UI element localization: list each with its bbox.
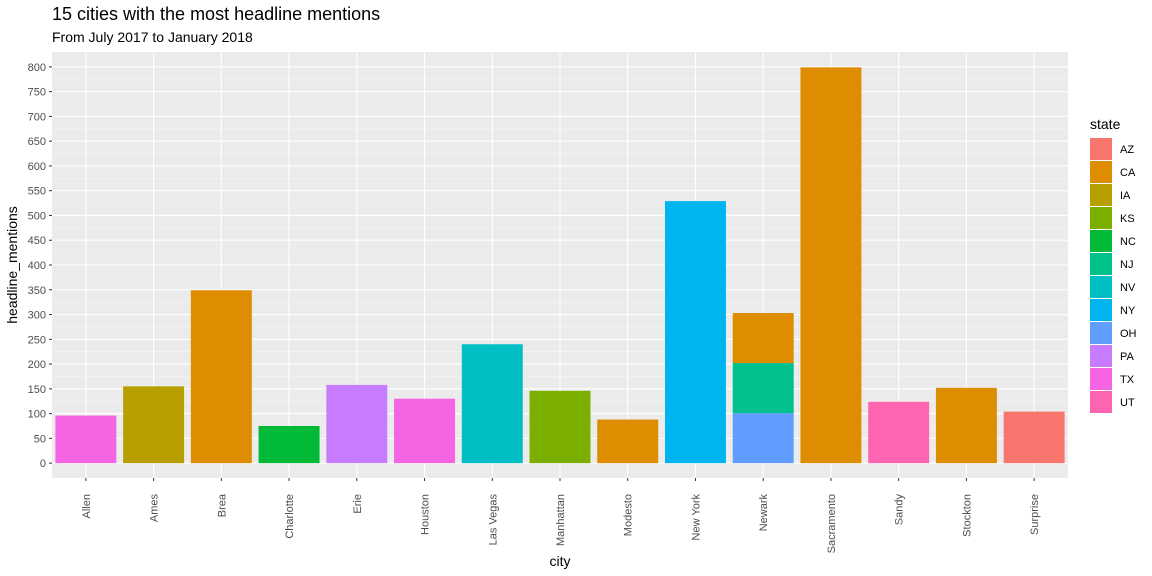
legend-label-ut: UT xyxy=(1120,397,1135,409)
chart-subtitle: From July 2017 to January 2018 xyxy=(52,29,253,45)
y-tick-label: 450 xyxy=(28,235,46,247)
legend-key-pa xyxy=(1090,345,1112,367)
legend-label-az: AZ xyxy=(1120,144,1134,156)
y-tick-label: 650 xyxy=(28,136,46,148)
legend-label-ca: CA xyxy=(1120,167,1136,179)
y-tick-label: 250 xyxy=(28,334,46,346)
y-tick-label: 50 xyxy=(34,433,46,445)
y-tick-label: 550 xyxy=(28,186,46,198)
y-axis-title: headline_mentions xyxy=(4,206,20,324)
bar-surprise-az xyxy=(1003,411,1065,464)
bar-newark-ca xyxy=(732,313,794,364)
bar-manhattan-ks xyxy=(529,390,591,464)
legend-title: state xyxy=(1090,116,1121,132)
x-tick-label-brea: Brea xyxy=(216,493,228,517)
x-tick-label-newark: Newark xyxy=(758,494,770,532)
legend-label-nj: NJ xyxy=(1120,259,1133,271)
legend-label-nv: NV xyxy=(1120,282,1136,294)
chart-title: 15 cities with the most headline mention… xyxy=(52,4,380,24)
x-tick-label-stockton: Stockton xyxy=(961,494,973,537)
x-tick-label-sandy: Sandy xyxy=(894,494,906,526)
x-tick-label-erie: Erie xyxy=(352,494,364,514)
y-tick-label: 100 xyxy=(28,409,46,421)
x-tick-label-sacramento: Sacramento xyxy=(826,494,838,553)
legend-label-nc: NC xyxy=(1120,236,1136,248)
legend-key-ia xyxy=(1090,184,1112,206)
y-tick-label: 350 xyxy=(28,285,46,297)
bar-modesto-ca xyxy=(597,419,659,464)
bar-allen-tx xyxy=(55,415,117,464)
bars xyxy=(55,67,1065,464)
legend-key-az xyxy=(1090,138,1112,160)
x-tick-label-modesto: Modesto xyxy=(623,494,635,536)
legend-label-pa: PA xyxy=(1120,351,1135,363)
bar-las-vegas-nv xyxy=(461,344,523,464)
legend-label-ks: KS xyxy=(1120,213,1135,225)
y-tick-label: 700 xyxy=(28,111,46,123)
y-axis: 0 50 100 150 200 250 300 350 400 450 500 550 600 650 7… xyxy=(28,62,52,470)
bar-stockton-ca xyxy=(935,387,997,464)
legend-key-oh xyxy=(1090,322,1112,344)
legend-label-ny: NY xyxy=(1120,305,1136,317)
bar-erie-pa xyxy=(326,384,388,464)
legend-key-ca xyxy=(1090,161,1112,183)
y-tick-label: 300 xyxy=(28,310,46,322)
y-tick-label: 0 xyxy=(40,458,46,470)
x-tick-label-surprise: Surprise xyxy=(1029,494,1041,535)
bar-new-york-ny xyxy=(664,201,726,464)
legend-key-nj xyxy=(1090,253,1112,275)
legend-label-ia: IA xyxy=(1120,190,1131,202)
bar-newark-oh xyxy=(732,413,794,464)
y-tick-label: 750 xyxy=(28,87,46,99)
bar-sacramento-ca xyxy=(800,67,862,464)
bar-sandy-ut xyxy=(868,401,930,464)
legend-label-tx: TX xyxy=(1120,374,1135,386)
x-axis: Allen Ames Brea Charlotte Erie Houston Las Veg… xyxy=(81,478,1041,553)
legend-key-ny xyxy=(1090,299,1112,321)
x-tick-label-allen: Allen xyxy=(81,494,93,518)
bar-charlotte-nc xyxy=(258,425,320,464)
legend: state AZ CA IA KS NC NJ NV NY OH PA TX UT xyxy=(1090,116,1137,413)
bar-houston-tx xyxy=(394,398,456,464)
bar-brea-ca xyxy=(190,290,252,464)
x-tick-label-new-york: New York xyxy=(690,494,702,541)
legend-key-nc xyxy=(1090,230,1112,252)
x-tick-label-charlotte: Charlotte xyxy=(284,494,296,539)
x-tick-label-ames: Ames xyxy=(149,494,161,523)
legend-key-ut xyxy=(1090,391,1112,413)
y-tick-label: 400 xyxy=(28,260,46,272)
x-tick-label-manhattan: Manhattan xyxy=(555,494,567,546)
bar-newark-nj xyxy=(732,363,794,414)
y-tick-label: 200 xyxy=(28,359,46,371)
y-tick-label: 600 xyxy=(28,161,46,173)
legend-key-tx xyxy=(1090,368,1112,390)
y-tick-label: 150 xyxy=(28,384,46,396)
bar-ames-ia xyxy=(123,386,185,464)
y-tick-label: 800 xyxy=(28,62,46,74)
x-tick-label-las-vegas: Las Vegas xyxy=(487,494,499,546)
legend-key-nv xyxy=(1090,276,1112,298)
legend-label-oh: OH xyxy=(1120,328,1137,340)
legend-key-ks xyxy=(1090,207,1112,229)
x-tick-label-houston: Houston xyxy=(420,494,432,535)
y-tick-label: 500 xyxy=(28,210,46,222)
x-axis-title: city xyxy=(550,553,571,569)
